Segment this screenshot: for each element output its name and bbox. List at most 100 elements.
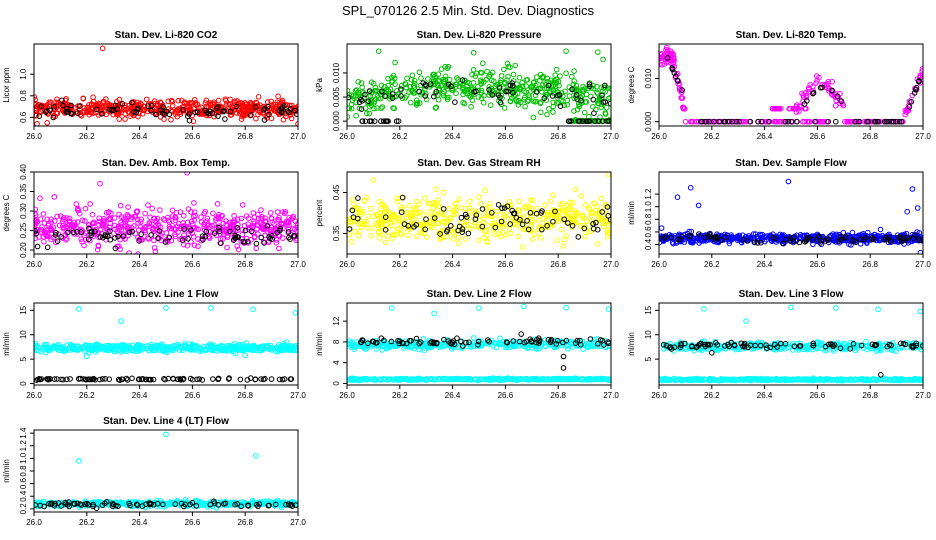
overlay-point <box>170 376 176 382</box>
overlay-point <box>519 221 526 228</box>
x-tick-label: 26.6 <box>185 260 201 269</box>
data-point <box>162 217 168 223</box>
data-point <box>151 245 158 251</box>
overlay-point <box>58 234 64 240</box>
data-point <box>904 208 911 215</box>
baseline-point <box>593 375 599 382</box>
baseline-point <box>607 377 611 383</box>
overlay-point <box>131 109 137 115</box>
data-point <box>156 347 163 353</box>
overlay-point <box>59 97 65 104</box>
overlay-point <box>350 214 357 220</box>
data-point <box>440 90 446 97</box>
overlay-point <box>362 91 368 98</box>
data-point <box>376 339 383 346</box>
data-point <box>455 240 462 246</box>
data-point <box>61 216 67 223</box>
overlay-point <box>788 118 795 125</box>
baseline-point <box>373 377 379 383</box>
data-point <box>283 339 290 345</box>
overlay-point <box>547 339 554 346</box>
data-point <box>404 343 411 349</box>
data-point <box>687 185 694 191</box>
data-point <box>222 96 229 102</box>
data-point <box>117 202 124 209</box>
data-point <box>421 220 427 227</box>
baseline-point <box>485 376 492 383</box>
overlay-point <box>260 376 267 383</box>
overlay-point <box>586 81 593 87</box>
data-point <box>676 87 683 93</box>
data-point <box>378 82 385 89</box>
data-point <box>136 344 142 351</box>
data-point <box>569 344 576 350</box>
panel-title: Stan. Dev. Li-820 Temp. <box>736 30 847 41</box>
data-point <box>877 236 884 242</box>
overlay-point <box>441 336 447 343</box>
data-point <box>819 81 826 88</box>
overlay-point <box>791 234 797 240</box>
data-point <box>571 208 578 214</box>
data-point <box>538 85 544 91</box>
data-point <box>527 197 534 203</box>
data-point <box>515 233 522 240</box>
data-point <box>240 344 247 350</box>
data-point <box>582 202 589 208</box>
data-point <box>587 93 594 100</box>
data-point <box>99 45 106 52</box>
data-point <box>536 217 542 224</box>
data-point <box>169 102 176 109</box>
y-tick-label: 0 <box>332 381 341 386</box>
data-point <box>450 207 456 213</box>
overlay-point <box>105 233 111 240</box>
overlay-point <box>560 365 567 371</box>
data-point <box>393 343 400 350</box>
data-point <box>423 90 429 97</box>
data-point <box>363 346 370 352</box>
data-point <box>34 206 38 213</box>
overlay-point <box>525 226 532 233</box>
data-point <box>358 209 364 216</box>
overlay-point <box>574 337 581 344</box>
overlay-point <box>898 238 905 245</box>
data-point <box>598 195 604 202</box>
data-point <box>34 100 38 107</box>
overlay-point <box>253 240 260 247</box>
data-point <box>470 49 477 56</box>
data-point <box>826 88 832 94</box>
data-point <box>151 215 157 222</box>
overlay-point <box>119 101 126 107</box>
data-point <box>486 84 492 90</box>
data-point <box>224 244 230 251</box>
data-point <box>286 102 293 109</box>
data-point <box>79 217 86 223</box>
data-point <box>34 219 41 225</box>
overlay-point <box>185 236 191 242</box>
baseline-point <box>385 376 392 382</box>
overlay-point <box>112 102 119 109</box>
overlay-point <box>533 89 540 95</box>
baseline-point <box>550 376 556 382</box>
x-tick-label: 26.8 <box>550 132 566 141</box>
data-point <box>598 215 604 222</box>
data-point <box>554 100 560 106</box>
points <box>659 44 923 125</box>
data-point <box>671 57 677 63</box>
data-point <box>394 198 401 205</box>
data-point <box>577 223 584 229</box>
y-tick-label: 0 <box>19 381 28 386</box>
overlay-point <box>365 98 372 104</box>
overlay-point <box>479 223 486 230</box>
data-point <box>101 218 107 225</box>
data-point <box>470 80 477 86</box>
data-point <box>168 117 174 123</box>
data-point <box>276 214 282 221</box>
overlay-point <box>437 231 443 237</box>
data-point <box>255 215 262 222</box>
data-point <box>138 216 144 223</box>
data-point <box>42 230 49 236</box>
overlay-point <box>422 226 429 233</box>
data-point <box>287 112 293 118</box>
data-point <box>394 195 400 202</box>
